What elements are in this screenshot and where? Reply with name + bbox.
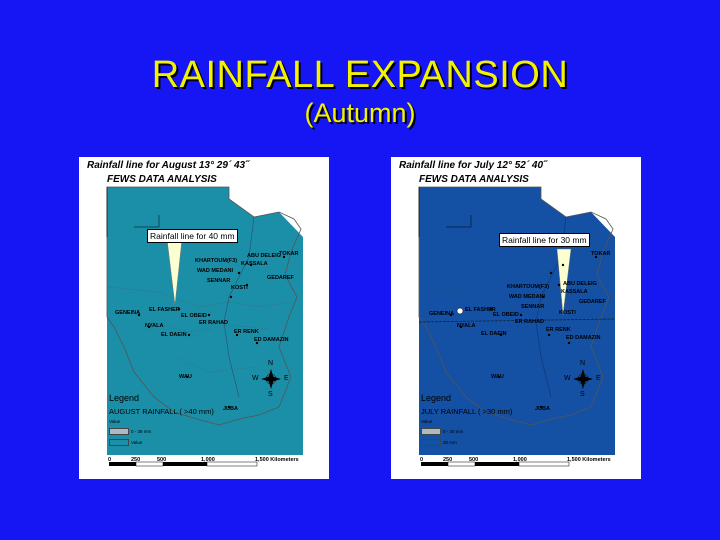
compass-w: W: [564, 375, 571, 382]
compass-rose: [261, 369, 281, 389]
place-label: EL FASHER: [149, 307, 180, 313]
legend-title: Legend: [109, 393, 140, 403]
legend-item: Value: [131, 440, 143, 445]
rainfall-line-callout: Rainfall line for 30 mm: [499, 233, 590, 247]
map-title: Rainfall line for July 12° 52´ 40˝: [399, 160, 547, 171]
legend-layer: JULY RAINFALL ( >30 mm): [421, 407, 513, 416]
legend-item: 30 mm: [443, 440, 457, 445]
place-label: GEDAREF: [267, 275, 294, 281]
place-label: ED DAMAZIN: [566, 335, 601, 341]
state-border: [485, 356, 567, 373]
place-label: EL FASHER: [465, 307, 496, 313]
compass-s: S: [268, 391, 273, 398]
compass-n: N: [268, 360, 274, 367]
outside-area: [229, 187, 303, 237]
rainfall-line: [418, 318, 616, 323]
july-rainfall-map: Rainfall line for July 12° 52´ 40˝ FEWS …: [391, 157, 641, 479]
place-label: ABU DELEIG: [247, 253, 281, 259]
legend-item: 0 - 39 mm: [131, 429, 152, 434]
legend-swatch-rain: [109, 439, 129, 446]
map-subtitle: FEWS DATA ANALYSIS: [107, 174, 217, 185]
scale-label: 1,500 Kilometers: [567, 457, 611, 463]
place-label: WAU: [491, 374, 504, 380]
nile-river: [223, 216, 255, 398]
place-label: KASSALA: [561, 289, 588, 295]
legend-title: Legend: [421, 393, 452, 403]
place-label: ER RAHAD: [515, 319, 545, 325]
place-label: ABU DELEIG: [563, 281, 597, 287]
scale-label: 250: [131, 457, 141, 463]
legend-item: 0 - 30 mm: [443, 429, 464, 434]
scale-label: 1,500 Kilometers: [255, 457, 299, 463]
place-label: WAU: [179, 374, 192, 380]
place-label: SENNAR: [521, 304, 545, 310]
place-label: JUBA: [223, 406, 238, 412]
legend-swatch-rain: [421, 439, 441, 446]
scale-label: 1,000: [513, 457, 527, 463]
compass-e: E: [596, 375, 601, 382]
place-label: GEDAREF: [579, 299, 606, 305]
place-label: TOKAR: [591, 251, 611, 257]
state-border: [106, 286, 292, 308]
place-label: KOSTI: [231, 285, 248, 291]
location-marker: [456, 307, 464, 315]
place-label: SENNAR: [207, 278, 231, 284]
map-title: Rainfall line for August 13° 29´ 43˝: [87, 160, 249, 171]
north-area: [107, 187, 303, 303]
place-label: GENEINA: [115, 310, 141, 316]
slide-title: RAINFALL EXPANSION: [151, 54, 569, 96]
place-label: KHARTOUM(F3): [507, 284, 550, 290]
scale-label: 0: [420, 457, 424, 463]
place-label: ER RENK: [546, 327, 571, 333]
place-label: WAD MEDANI: [509, 294, 546, 300]
compass-e: E: [284, 375, 289, 382]
slide-subtitle: (Autumn): [304, 98, 416, 128]
state-border: [418, 286, 604, 308]
scale-label: 1,000: [201, 457, 215, 463]
compass-s: S: [580, 391, 585, 398]
scale-label: 250: [443, 457, 453, 463]
place-label: KASSALA: [241, 261, 268, 267]
place-label: TOKAR: [279, 251, 299, 257]
compass-w: W: [252, 375, 259, 382]
callout-pointer: [556, 248, 572, 316]
place-label: KHARTOUM(F3): [195, 258, 238, 264]
legend-field: Value: [421, 419, 433, 424]
place-label: EL OBEID: [181, 313, 207, 319]
place-label: EL DAEIN: [481, 331, 507, 337]
scale-label: 0: [108, 457, 112, 463]
compass-n: N: [580, 360, 586, 367]
legend-field: Value: [109, 419, 121, 424]
place-label: NYALA: [457, 323, 476, 329]
state-border: [148, 321, 270, 333]
place-label: WAD MEDANI: [197, 268, 234, 274]
legend-layer: AUGUST RAINFALL ( >40 mm): [109, 407, 214, 416]
legend-swatch-dry: [421, 428, 441, 435]
outside-area: [541, 187, 615, 237]
place-label: NYALA: [145, 323, 164, 329]
map-subtitle: FEWS DATA ANALYSIS: [419, 174, 529, 185]
country-border: [418, 186, 614, 426]
legend-swatch-dry: [109, 428, 129, 435]
scale-label: 500: [469, 457, 479, 463]
place-label: GENEINA: [429, 311, 455, 317]
place-label: EL OBEID: [493, 312, 519, 318]
place-label: ED DAMAZIN: [254, 337, 289, 343]
map-graphic: [418, 186, 616, 467]
place-label: JUBA: [535, 406, 550, 412]
country-border: [106, 186, 302, 426]
place-label: ER RAHAD: [199, 320, 229, 326]
scale-label: 500: [157, 457, 167, 463]
place-label: KOSTI: [559, 310, 576, 316]
place-label: EL DAEIN: [161, 332, 187, 338]
place-label: ER RENK: [234, 329, 259, 335]
compass-rose: [573, 369, 593, 389]
august-rainfall-map: Rainfall line for August 13° 29´ 43˝ FEW…: [79, 157, 329, 479]
state-border: [173, 356, 255, 373]
rainfall-line-callout: Rainfall line for 40 mm: [147, 229, 238, 243]
